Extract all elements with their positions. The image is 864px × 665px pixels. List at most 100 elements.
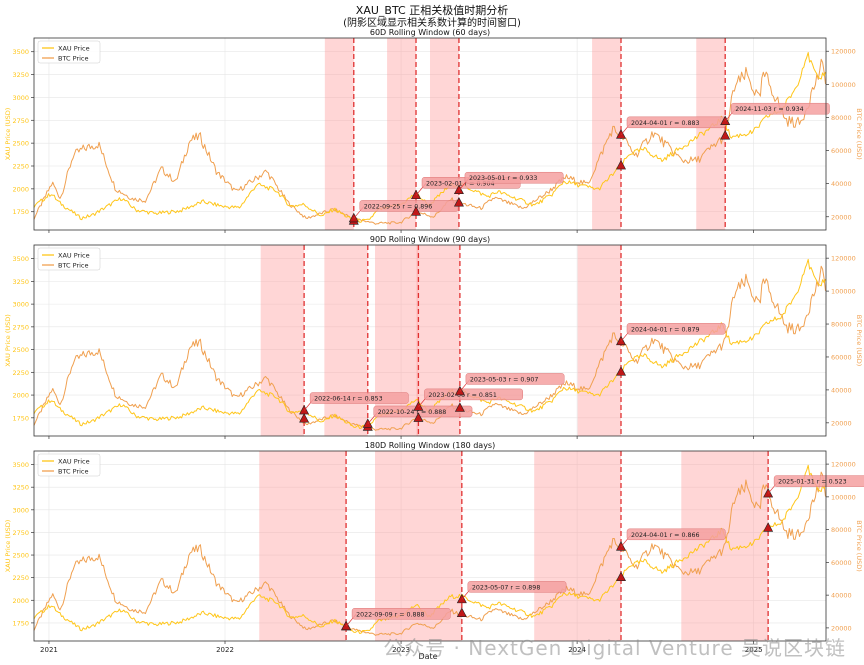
- window-shade-5: [696, 38, 726, 230]
- y-right-tick-label: 100000: [831, 493, 856, 501]
- annotation-label: 2022-10-24 r = 0.888: [378, 409, 447, 416]
- btc-extreme-marker: [456, 607, 467, 617]
- y-right-tick-label: 120000: [831, 255, 856, 263]
- y-left-tick-label: 2750: [12, 117, 29, 125]
- annotation-box: [464, 171, 564, 184]
- annotation-box: [465, 373, 565, 385]
- window-shade-3: [534, 451, 622, 641]
- figure-subtitle: (阴影区域显示相关系数计算的时间窗口): [343, 16, 521, 29]
- btc-price-line: [33, 58, 826, 225]
- y-right-tick-label: 100000: [831, 288, 856, 296]
- y-right-tick-label: 60000: [831, 353, 852, 361]
- y-right-tick-label: 60000: [831, 147, 852, 155]
- btc-extreme-marker: [341, 620, 352, 631]
- y-right-tick-label: 40000: [831, 386, 852, 394]
- y-left-tick-label: 3250: [12, 278, 29, 286]
- btc-extreme-marker: [616, 541, 627, 551]
- y-left-tick-label: 1750: [12, 208, 29, 216]
- xau-extreme-marker: [720, 115, 731, 125]
- annotation-box: [730, 102, 830, 115]
- subplot-2: 2022-06-14 r = 0.853 2022-10-24 r = 0.888…: [4, 235, 863, 439]
- window-shade-2: [324, 245, 368, 436]
- y-right-tick-label: 40000: [831, 180, 852, 188]
- y-right-tick-label: 60000: [831, 559, 852, 567]
- y-right-tick-label: 120000: [831, 48, 856, 56]
- y-left-tick-label: 2500: [12, 346, 29, 354]
- y-right-tick-label: 40000: [831, 592, 852, 600]
- plot-frame: [33, 37, 827, 231]
- legend: XAU Price BTC Price: [37, 453, 101, 477]
- annotation-label: 2023-05-07 r = 0.898: [472, 584, 541, 591]
- btc-extreme-marker: [453, 197, 464, 207]
- btc-extreme-marker: [763, 487, 774, 498]
- y-left-tick-label: 2500: [12, 140, 29, 148]
- legend: XAU Price BTC Price: [37, 247, 101, 271]
- x-tick-label: 2023: [392, 646, 410, 654]
- x-tick-label: 2025: [745, 646, 763, 654]
- xau-extreme-marker: [453, 184, 464, 195]
- btc-extreme-marker: [299, 413, 310, 423]
- window-shade-1: [260, 245, 305, 436]
- btc-extreme-marker: [411, 206, 422, 216]
- x-tick-label: 2024: [568, 646, 586, 654]
- annotation-box: [467, 581, 567, 593]
- y-right-axis-label: BTC Price (USD): [855, 315, 863, 367]
- btc-extreme-marker: [454, 402, 465, 412]
- annotation-label: 2023-05-03 r = 0.907: [470, 376, 539, 383]
- btc-extreme-marker: [720, 130, 731, 140]
- annotation-label: 2022-09-25 r = 0.896: [364, 203, 433, 210]
- y-left-tick-label: 3000: [12, 506, 29, 514]
- y-left-axis-label: XAU Price (USD): [4, 520, 12, 573]
- y-right-tick-label: 80000: [831, 114, 852, 122]
- btc-extreme-marker: [616, 335, 627, 346]
- y-left-tick-label: 2500: [12, 552, 29, 560]
- subplot-3: 2022-09-09 r = 0.888 2023-05-07 r = 0.898…: [4, 441, 864, 654]
- y-left-tick-label: 3250: [12, 71, 29, 79]
- window-shade-3: [375, 245, 419, 436]
- legend-label: XAU Price: [58, 458, 90, 466]
- annotation-label: 2024-04-01 r = 0.883: [631, 120, 700, 127]
- annotation-label: 2024-04-01 r = 0.879: [631, 326, 700, 333]
- x-axis-label: Date: [418, 652, 437, 661]
- window-shade-4: [592, 38, 622, 230]
- annotation-label: 2024-04-01 r = 0.866: [631, 532, 700, 539]
- annotation-box: [373, 405, 473, 418]
- y-right-tick-label: 20000: [831, 419, 852, 427]
- subplot-title: 90D Rolling Window (90 days): [370, 235, 490, 244]
- y-left-axis-label: XAU Price (USD): [4, 314, 12, 367]
- y-left-tick-label: 2250: [12, 163, 29, 171]
- y-right-tick-label: 20000: [831, 213, 852, 221]
- y-left-tick-label: 3000: [12, 94, 29, 102]
- y-left-tick-label: 2250: [12, 574, 29, 582]
- plot-frame: [33, 244, 827, 437]
- y-left-tick-label: 1750: [12, 414, 29, 422]
- annotation-box: [773, 475, 864, 487]
- y-left-tick-label: 1750: [12, 619, 29, 627]
- btc-extreme-marker: [616, 129, 627, 139]
- btc-extreme-marker: [413, 412, 424, 422]
- legend-label: BTC Price: [58, 262, 89, 270]
- y-left-tick-label: 3000: [12, 301, 29, 309]
- plot-frame: [33, 450, 827, 642]
- xau-extreme-marker: [456, 593, 467, 604]
- y-left-tick-label: 2000: [12, 392, 29, 400]
- y-left-tick-label: 3500: [12, 255, 29, 263]
- legend-label: XAU Price: [58, 45, 90, 53]
- legend-label: XAU Price: [58, 252, 90, 260]
- y-left-tick-label: 3250: [12, 484, 29, 492]
- annotation-label: 2023-05-01 r = 0.933: [469, 175, 538, 182]
- window-shade-2: [387, 38, 417, 230]
- figure-title: XAU_BTC 正相关极值时期分析: [356, 3, 508, 17]
- xau-extreme-marker: [763, 522, 774, 532]
- y-right-axis-label: BTC Price (USD): [855, 520, 863, 572]
- y-left-tick-label: 3500: [12, 461, 29, 469]
- xau-extreme-marker: [616, 366, 627, 376]
- legend: XAU Price BTC Price: [37, 40, 101, 64]
- annotation-label: 2022-06-14 r = 0.853: [314, 396, 383, 403]
- annotation-box: [626, 323, 726, 335]
- xau-extreme-marker: [454, 385, 465, 396]
- subplot-1: 2022-09-25 r = 0.896 2023-02-01 r = 0.904…: [4, 28, 863, 233]
- y-left-tick-label: 2750: [12, 529, 29, 537]
- legend-label: BTC Price: [58, 468, 89, 476]
